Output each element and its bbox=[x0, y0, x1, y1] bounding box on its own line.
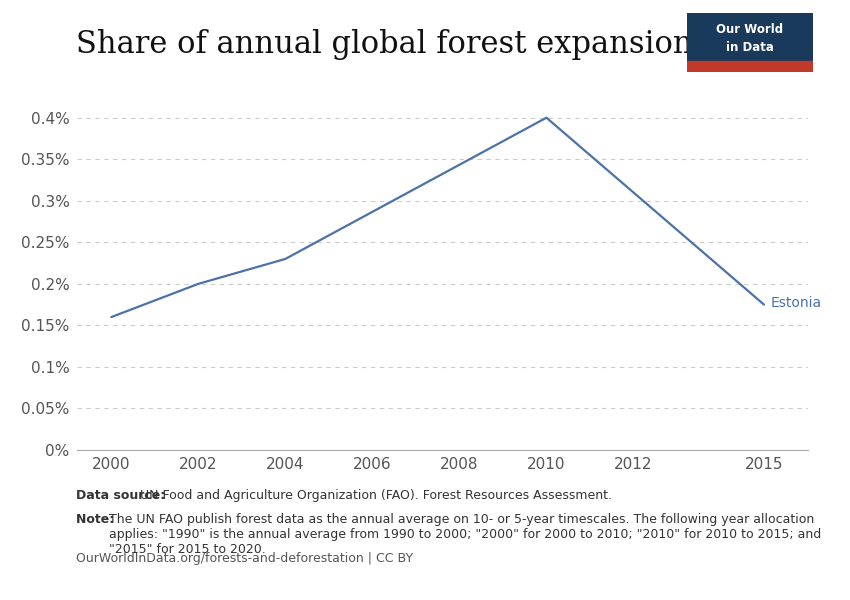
Text: UN Food and Agriculture Organization (FAO). Forest Resources Assessment.: UN Food and Agriculture Organization (FA… bbox=[140, 489, 612, 502]
Text: Our World: Our World bbox=[717, 23, 783, 36]
Text: Note:: Note: bbox=[76, 513, 119, 526]
Text: Estonia: Estonia bbox=[770, 296, 822, 310]
Text: The UN FAO publish forest data as the annual average on 10- or 5-year timescales: The UN FAO publish forest data as the an… bbox=[109, 513, 821, 556]
Text: in Data: in Data bbox=[726, 41, 774, 54]
Bar bbox=[687, 61, 813, 72]
Text: OurWorldInData.org/forests-and-deforestation | CC BY: OurWorldInData.org/forests-and-deforesta… bbox=[76, 552, 414, 565]
Text: Share of annual global forest expansion: Share of annual global forest expansion bbox=[76, 29, 693, 59]
Text: Data source:: Data source: bbox=[76, 489, 170, 502]
